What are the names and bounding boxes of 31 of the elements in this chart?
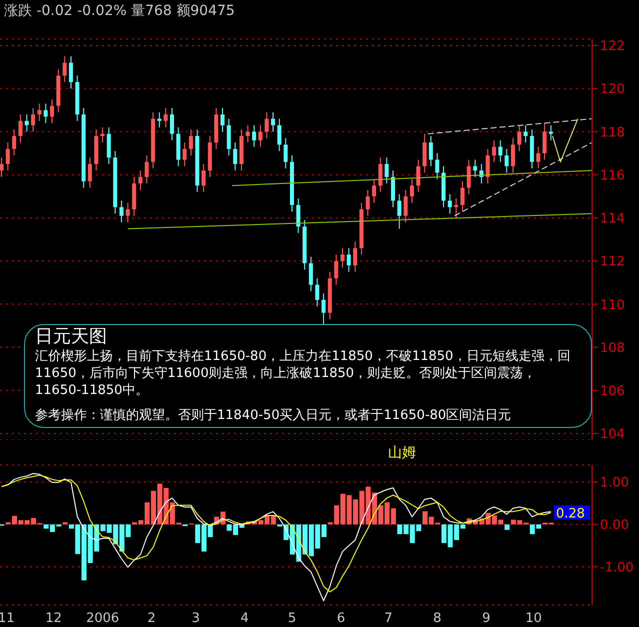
y-tick-label: 1.00 — [600, 476, 629, 491]
y-tick-label: 116 — [600, 168, 625, 184]
y-tick-label: 120 — [600, 82, 625, 98]
y-tick-label: 110 — [600, 298, 625, 313]
callout-box: 日元天图 汇价楔形上扬，目前下支持在11650-80，上压力在11850，不破11850，日元短线走强，回11650，后市向下失守11600则走强，向上涨破11850，则走贬。否则处于区间震荡，11650-11850中。 参考操作：谨慎的观望。否则于11840-50买入日元，或者于11650-80区间沽日元 — [24, 324, 592, 428]
x-tick-label: 2006 — [86, 611, 120, 626]
annotation: 日元天图 — [35, 326, 108, 348]
x-tick-label: 2 — [147, 611, 156, 626]
text: 山姆 — [388, 444, 416, 462]
annotation: 0.28 — [556, 506, 585, 522]
y-tick-label: 112 — [600, 254, 625, 270]
x-tick-label: 12 — [45, 611, 62, 626]
y-tick-label: -1.00 — [600, 560, 634, 576]
y-tick-label: 108 — [600, 340, 625, 356]
y-tick-label: 0.00 — [600, 518, 629, 534]
x-tick-label: 7 — [384, 611, 392, 626]
y-tick-label: 122 — [600, 39, 625, 54]
x-tick-label: 4 — [240, 611, 249, 626]
x-tick-label: 10 — [525, 611, 542, 626]
annotation: 参考操作：谨慎的观望。否则于11840-50买入日元，或者于11650-80区间沽日元 — [35, 407, 512, 424]
x-tick-label: 8 — [433, 611, 442, 626]
x-tick-label: 6 — [336, 611, 346, 626]
y-tick-label: 114 — [600, 212, 625, 227]
x-tick-label: 3 — [192, 611, 200, 626]
x-tick-label: 5 — [288, 611, 296, 626]
y-tick-label: 106 — [600, 384, 625, 400]
annotation: 汇价楔形上扬，目前下支持在11650-80，上压力在11850，不破11850，日元短线走强，回11650，后市向下失守11600则走强，向上涨破11850，则走贬。否则处于区间震荡，11650-11850中。 — [35, 348, 572, 399]
y-tick-label: 104 — [600, 427, 625, 442]
x-tick-label: 9 — [482, 611, 490, 626]
text: 涨跌 -0.02 -0.02% 量768 额90475 — [4, 2, 235, 20]
y-tick-label: 118 — [600, 125, 625, 140]
